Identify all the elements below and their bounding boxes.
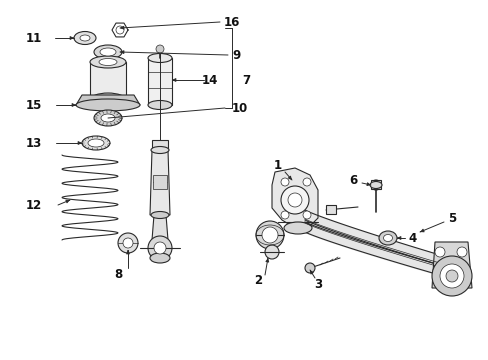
Text: 16: 16 [224,15,240,28]
Ellipse shape [151,147,169,153]
Polygon shape [148,58,172,105]
Polygon shape [152,215,168,240]
Ellipse shape [150,253,170,263]
Circle shape [123,238,133,248]
Ellipse shape [74,32,96,45]
Circle shape [262,227,278,243]
Polygon shape [431,242,471,288]
Circle shape [281,211,288,219]
Polygon shape [90,62,126,100]
Circle shape [154,242,165,254]
Ellipse shape [90,93,126,107]
Ellipse shape [383,234,392,242]
Circle shape [118,233,138,253]
Ellipse shape [151,212,169,219]
Ellipse shape [369,181,381,189]
Ellipse shape [101,114,115,122]
Text: 4: 4 [407,231,415,244]
Ellipse shape [80,35,90,41]
Ellipse shape [94,45,122,59]
Ellipse shape [378,231,396,245]
Ellipse shape [284,222,311,234]
Text: 8: 8 [114,269,122,282]
Circle shape [156,45,163,53]
Bar [325,205,335,214]
Circle shape [256,221,284,249]
Ellipse shape [82,136,110,150]
Text: 11: 11 [26,32,42,45]
Text: 5: 5 [447,212,455,225]
Bar [153,175,167,189]
Ellipse shape [90,56,126,68]
Circle shape [281,178,288,186]
Circle shape [281,186,308,214]
Ellipse shape [148,100,172,109]
Circle shape [456,247,466,257]
Text: 7: 7 [242,73,250,86]
Ellipse shape [100,48,116,56]
Circle shape [305,263,314,273]
Circle shape [370,180,380,190]
Circle shape [303,178,310,186]
Ellipse shape [94,110,122,126]
Circle shape [439,264,463,288]
Text: 2: 2 [253,274,262,287]
Ellipse shape [148,54,172,63]
Ellipse shape [76,99,140,111]
Ellipse shape [88,139,104,147]
Text: 3: 3 [313,279,322,292]
Bar [370,180,380,189]
Circle shape [431,256,471,296]
Circle shape [287,193,302,207]
Text: 1: 1 [273,158,282,171]
Polygon shape [150,150,170,215]
Bar [152,140,168,150]
Ellipse shape [99,58,117,66]
Circle shape [148,236,172,260]
Text: 13: 13 [26,136,42,149]
Text: 6: 6 [349,174,357,186]
Polygon shape [271,168,317,228]
Text: 15: 15 [25,99,42,112]
Circle shape [303,211,310,219]
Circle shape [264,245,279,259]
Circle shape [434,247,444,257]
Text: 14: 14 [202,73,218,86]
Text: 10: 10 [231,102,248,114]
Polygon shape [76,95,140,105]
Text: 9: 9 [231,49,240,62]
Circle shape [445,270,457,282]
Text: 12: 12 [26,198,42,212]
